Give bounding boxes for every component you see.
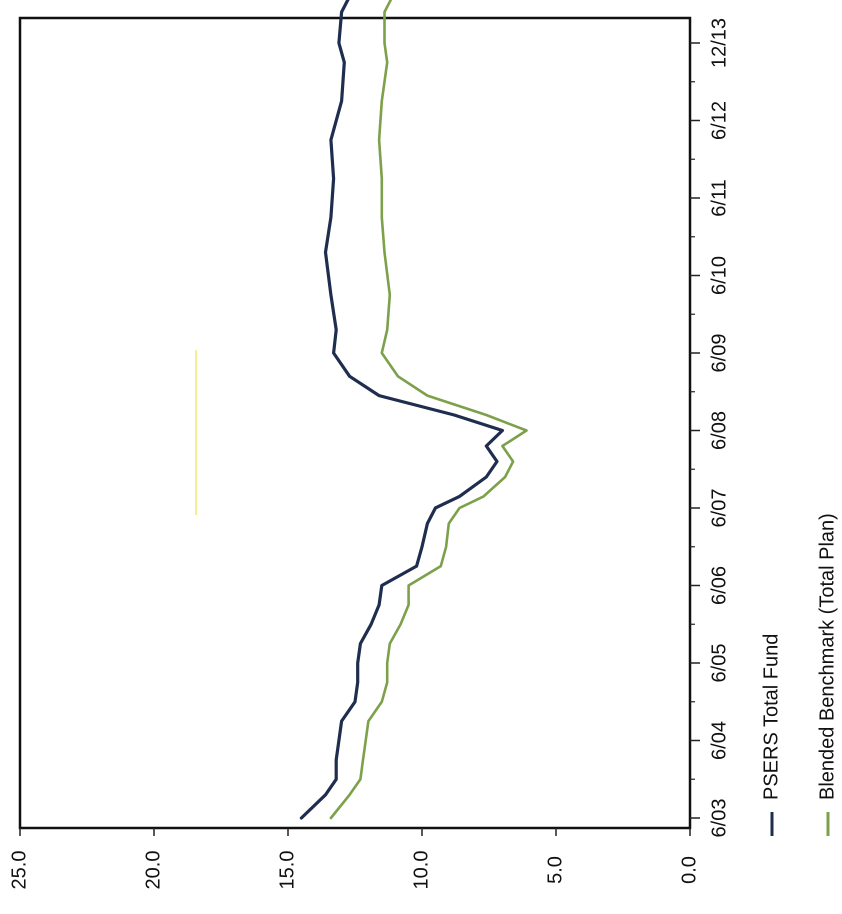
y-tick-label: 20.0 [142, 851, 164, 890]
legend-label: Blended Benchmark (Total Plan) [816, 513, 838, 800]
series-line-blended-benchmark [329, 0, 528, 820]
y-tick-label: 0.0 [678, 856, 700, 884]
x-tick-label: 6/12 [708, 101, 730, 140]
x-tick-label: 6/04 [708, 721, 730, 760]
x-tick-label: 6/09 [708, 334, 730, 373]
x-tick-label: 6/11 [708, 179, 730, 216]
y-tick-label: 25.0 [8, 851, 30, 890]
x-tick-label: 6/06 [708, 566, 730, 605]
x-tick-label: 6/07 [708, 489, 730, 528]
x-tick-label: 12/13 [708, 18, 730, 68]
series-layer [299, 0, 528, 820]
x-tick-label: 6/03 [708, 799, 730, 838]
x-axis: 6/03 6/04 6/05 6/06 6/07 6/08 6/09 6/10 6/11 6/12… [690, 18, 730, 838]
y-tick-label: 15.0 [276, 851, 298, 890]
x-tick-label: 6/10 [708, 256, 730, 295]
legend: PSERS Total Fund Blended Benchmark (Total… [760, 513, 838, 836]
series-line-psers-total-fund [299, 0, 504, 820]
x-tick-label: 6/08 [708, 411, 730, 450]
y-axis: 0.0 5.0 10.0 15.0 20.0 25.0 [8, 828, 700, 889]
legend-label: PSERS Total Fund [760, 634, 782, 800]
y-tick-label: 5.0 [544, 856, 566, 884]
y-tick-label: 10.0 [410, 851, 432, 890]
x-tick-label: 6/05 [708, 644, 730, 683]
plot-frame [18, 16, 692, 830]
